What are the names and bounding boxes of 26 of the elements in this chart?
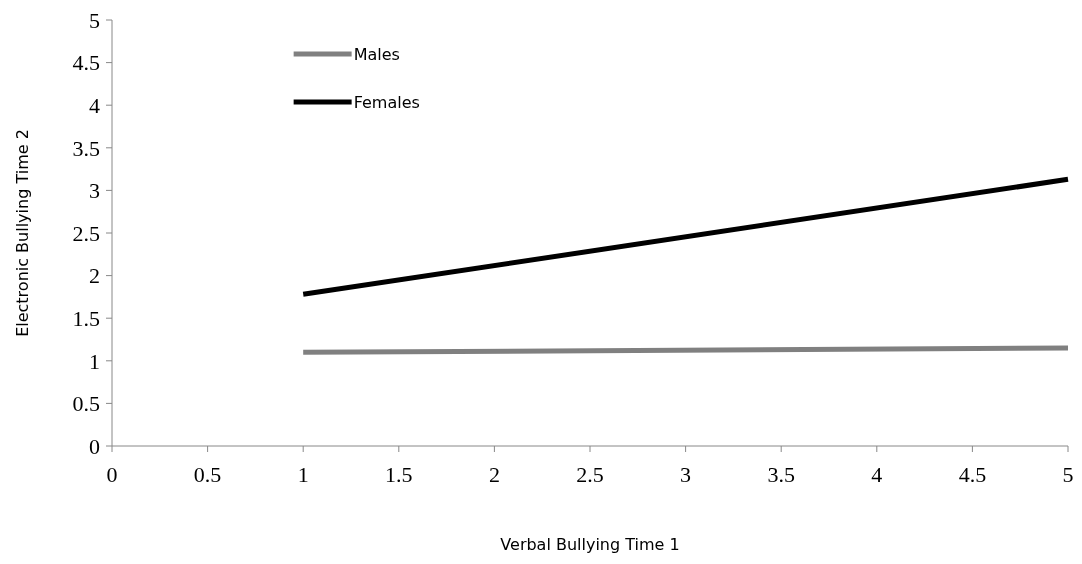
x-tick-label: 0.5 (193, 462, 222, 487)
x-tick-label: 5 (1062, 462, 1074, 487)
y-tick-label: 0.5 (72, 391, 100, 417)
x-tick-label: 2.5 (576, 462, 604, 487)
legend-label: Males (353, 44, 400, 64)
x-tick-label: 4.5 (958, 462, 987, 487)
y-tick-label: 0 (89, 433, 100, 459)
y-tick-label: 4 (89, 92, 100, 118)
y-tick-label: 1.5 (72, 305, 100, 331)
y-tick-label: 2.5 (72, 220, 100, 246)
x-tick-label: 0 (106, 462, 118, 487)
y-axis-title: Electronic Bullying Time 2 (13, 129, 32, 337)
y-tick-label: 3 (89, 178, 100, 204)
y-tick-label: 3.5 (72, 135, 100, 161)
x-tick-label: 3 (680, 462, 692, 487)
y-tick-label: 5 (89, 7, 100, 33)
x-tick-label: 4 (871, 462, 883, 487)
x-tick-label: 1 (297, 462, 309, 487)
legend-label: Females (353, 92, 420, 112)
y-tick-label: 1 (89, 348, 100, 374)
y-tick-label: 2 (89, 263, 100, 289)
y-tick-label: 4.5 (72, 50, 100, 76)
x-tick-label: 2 (488, 462, 500, 487)
x-tick-label: 1.5 (385, 462, 413, 487)
x-tick-label: 3.5 (767, 462, 795, 487)
x-axis-title: Verbal Bullying Time 1 (500, 535, 680, 554)
